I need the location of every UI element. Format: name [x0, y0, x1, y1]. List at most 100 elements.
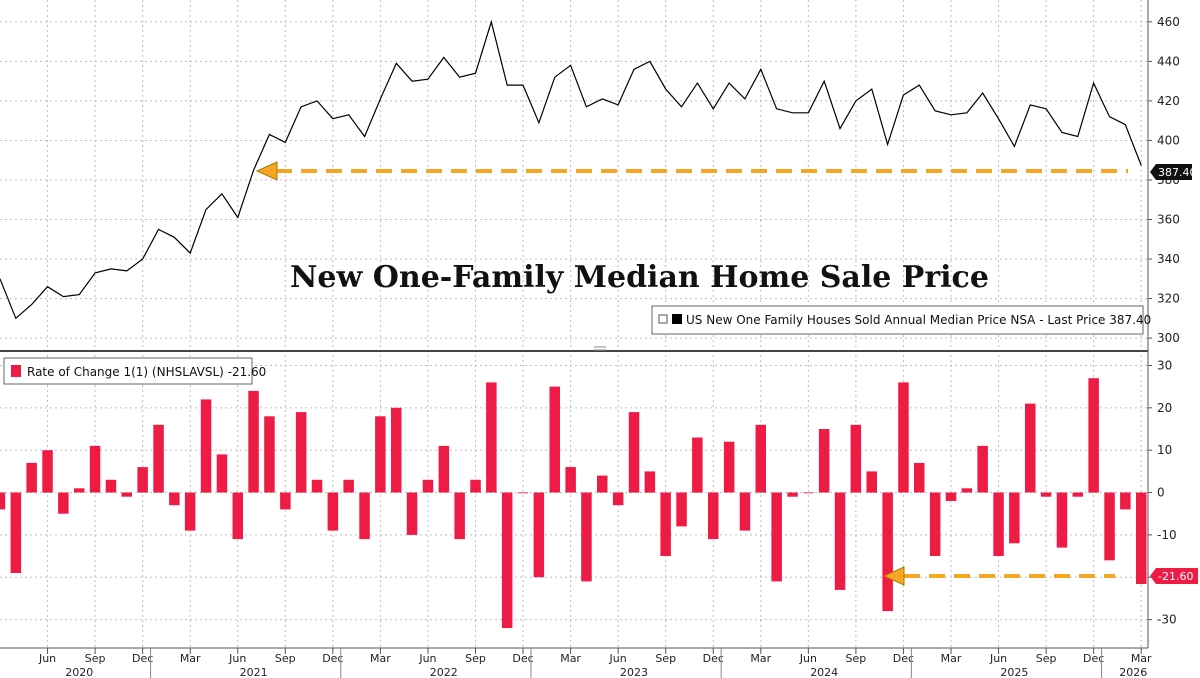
rate-bar	[929, 492, 941, 556]
x-month-label: Mar	[750, 652, 771, 665]
rate-bar	[993, 492, 1004, 556]
x-month-label: Mar	[180, 652, 201, 665]
x-month-label: Sep	[846, 652, 867, 665]
rate-bar	[391, 407, 402, 493]
rate-bar	[169, 492, 180, 506]
bottom-legend: Rate of Change 1(1) (NHSLAVSL) -21.60	[3, 357, 266, 385]
x-axis-ticks: Jun Sep Dec Mar Jun Sep Dec Mar Jun Sep Dec Mar Jun S…	[38, 648, 1152, 678]
rate-bar	[692, 437, 703, 493]
rate-bar	[914, 462, 925, 493]
rate-bar	[486, 382, 497, 493]
x-year-label: 2023	[620, 666, 648, 678]
x-month-label: Jun	[989, 652, 1007, 665]
rate-bar	[1136, 492, 1147, 584]
rate-bar	[882, 492, 893, 612]
x-year-label: 2026	[1119, 666, 1147, 678]
rate-bar	[42, 450, 53, 493]
rate-bar	[406, 492, 418, 535]
top-panel-grid	[0, 21, 1148, 339]
rate-bar	[565, 467, 576, 493]
top-legend-label: US New One Family Houses Sold Annual Med…	[686, 313, 1151, 327]
x-month-label: Dec	[322, 652, 343, 665]
last-price-tag: 387.40	[1150, 164, 1197, 180]
rate-bar	[501, 492, 513, 628]
last-change-label: -21.60	[1158, 570, 1193, 583]
top-legend: US New One Family Houses Sold Annual Med…	[651, 305, 1151, 335]
x-month-label: Mar	[370, 652, 391, 665]
price-line	[0, 19, 1142, 320]
y-tick-label: 460	[1157, 15, 1180, 29]
rate-bar	[1056, 492, 1068, 548]
y-tick-label: 0	[1157, 486, 1165, 500]
x-month-label: Dec	[893, 652, 914, 665]
top-arrow	[255, 161, 1128, 181]
y-tick-label: 320	[1157, 292, 1180, 306]
rate-bar	[375, 416, 386, 493]
x-month-label: Sep	[465, 652, 486, 665]
rate-bar	[1009, 492, 1020, 544]
rate-bar	[438, 445, 450, 493]
x-month-label: Dec	[512, 652, 533, 665]
x-month-label: Dec	[703, 652, 724, 665]
y-tick-label: 300	[1157, 331, 1180, 345]
y-tick-label: -30	[1157, 613, 1177, 627]
rate-bar	[121, 492, 132, 497]
y-tick-label: -10	[1157, 528, 1177, 542]
x-year-label: 2021	[240, 666, 268, 678]
rate-bar	[723, 441, 735, 493]
rate-bar	[850, 424, 862, 493]
rate-bar	[676, 492, 687, 527]
chart-title: New One-Family Median Home Sale Price	[290, 260, 989, 295]
rate-bar	[1088, 378, 1099, 493]
rate-bar	[898, 382, 909, 493]
rate-bar	[153, 424, 164, 493]
y-tick-label: 20	[1157, 401, 1172, 415]
y-tick-label: 10	[1157, 443, 1172, 457]
rate-bar	[264, 416, 275, 493]
rate-bar	[771, 492, 782, 582]
x-month-label: Jun	[418, 652, 436, 665]
rate-bar	[1104, 492, 1115, 561]
rate-bar	[644, 471, 656, 493]
last-change-tag: -21.60	[1150, 568, 1198, 584]
rate-bar	[454, 492, 465, 540]
x-month-label: Sep	[1036, 652, 1057, 665]
rate-bar	[739, 492, 751, 531]
x-month-label: Sep	[85, 652, 106, 665]
x-month-label: Jun	[228, 652, 246, 665]
x-month-label: Mar	[941, 652, 962, 665]
rate-of-change-bars	[0, 378, 1147, 628]
x-month-label: Jun	[799, 652, 817, 665]
rate-bar	[708, 492, 719, 540]
x-month-label: Jun	[38, 652, 56, 665]
legend-toggle-icon[interactable]	[658, 314, 668, 324]
x-month-label: Mar	[1131, 652, 1152, 665]
y-tick-label: 420	[1157, 94, 1180, 108]
rate-bar	[58, 492, 69, 514]
rate-bar	[1120, 492, 1131, 510]
rate-bar	[184, 492, 196, 531]
x-year-label: 2020	[65, 666, 93, 678]
rate-bar	[755, 424, 766, 493]
rate-bar	[216, 454, 228, 493]
rate-bar	[612, 492, 624, 506]
price-line-series	[0, 19, 1142, 320]
rate-bar	[470, 479, 481, 493]
x-month-label: Sep	[275, 652, 296, 665]
rate-bar	[200, 399, 212, 493]
last-price-label: 387.40	[1158, 166, 1197, 179]
rate-bar	[359, 492, 370, 540]
rate-bar	[89, 445, 101, 493]
y-tick-label: 30	[1157, 358, 1172, 372]
rate-bar	[1072, 492, 1083, 497]
rate-bar	[818, 429, 830, 493]
x-month-label: Jun	[609, 652, 627, 665]
rate-bar	[10, 492, 22, 573]
rate-bar	[74, 488, 85, 493]
rate-bar	[961, 488, 973, 493]
y-tick-label: 340	[1157, 252, 1180, 266]
legend-swatch-red	[11, 365, 21, 377]
y-tick-label: 360	[1157, 213, 1180, 227]
